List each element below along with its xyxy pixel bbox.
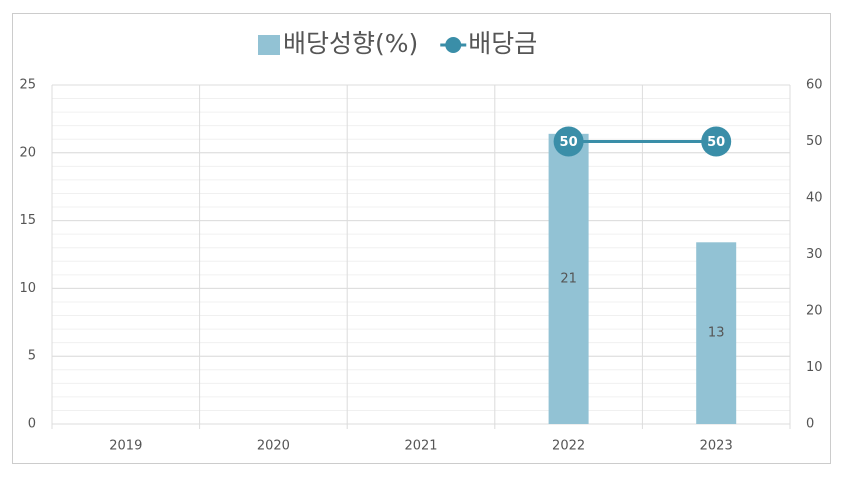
legend-label: 배당성향(%) — [283, 29, 418, 58]
x-tick-label: 2022 — [552, 439, 585, 454]
line-marker — [553, 126, 584, 157]
legend-swatch-marker — [445, 37, 462, 53]
line-marker — [701, 126, 732, 157]
line-value-label: 50 — [707, 135, 725, 150]
y2-tick-label: 30 — [806, 247, 823, 262]
y-tick-label: 15 — [19, 213, 36, 228]
y-tick-label: 20 — [19, 145, 36, 160]
y2-tick-label: 10 — [806, 360, 823, 375]
y2-tick-label: 50 — [806, 134, 823, 149]
chart-frame — [12, 13, 831, 464]
bar — [548, 133, 589, 425]
y2-tick-label: 60 — [806, 78, 823, 93]
y-tick-label: 10 — [19, 281, 36, 296]
y-tick-label: 5 — [28, 349, 36, 364]
y-tick-label: 0 — [28, 417, 36, 432]
x-tick-label: 2019 — [109, 439, 142, 454]
x-tick-label: 2021 — [404, 439, 437, 454]
x-tick-label: 2023 — [700, 439, 733, 454]
y-tick-label: 25 — [19, 78, 36, 93]
y2-tick-label: 0 — [806, 417, 814, 432]
legend-label: 배당금 — [468, 29, 537, 58]
bar — [696, 242, 737, 424]
legend-swatch — [258, 35, 280, 55]
bar-value-label: 13 — [708, 326, 725, 341]
bar-value-label: 21 — [560, 271, 577, 286]
x-tick-label: 2020 — [257, 439, 290, 454]
y2-tick-label: 40 — [806, 191, 823, 206]
y2-tick-label: 20 — [806, 304, 823, 319]
line-value-label: 50 — [560, 135, 578, 150]
